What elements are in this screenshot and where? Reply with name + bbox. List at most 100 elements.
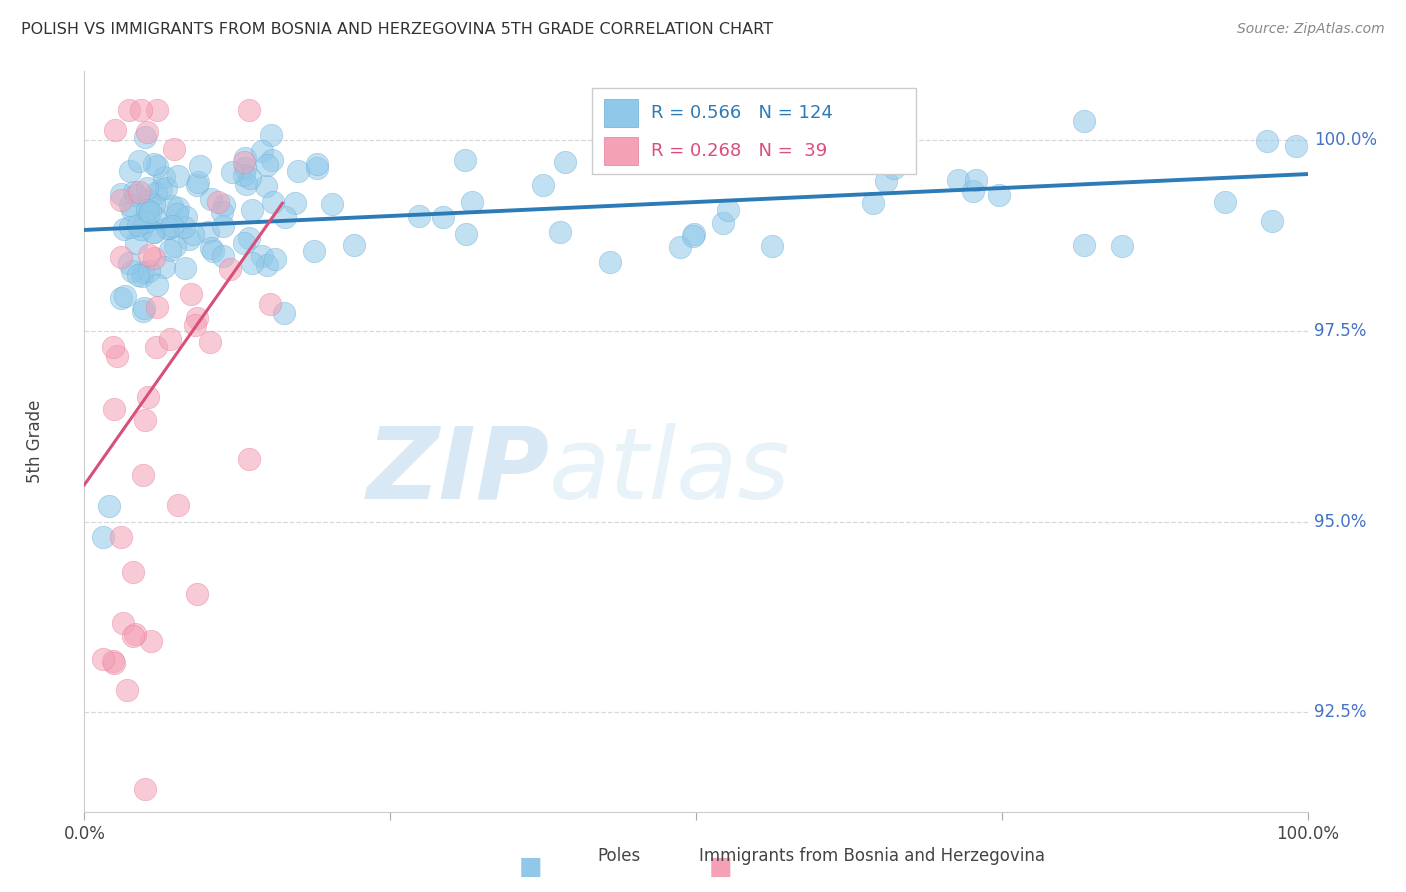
Point <box>122 629 145 643</box>
Point <box>207 194 229 209</box>
Point <box>657 103 679 117</box>
Text: 95.0%: 95.0% <box>1313 513 1367 531</box>
Point <box>91 652 114 666</box>
Point <box>187 175 209 189</box>
Point <box>142 225 165 239</box>
Point <box>962 185 984 199</box>
Point <box>124 627 146 641</box>
Point <box>145 340 167 354</box>
Point <box>221 165 243 179</box>
Point <box>104 123 127 137</box>
Text: Source: ZipAtlas.com: Source: ZipAtlas.com <box>1237 22 1385 37</box>
Point <box>173 219 195 234</box>
Point <box>200 241 222 255</box>
Text: Poles: Poles <box>598 847 640 865</box>
Text: 97.5%: 97.5% <box>1313 322 1367 340</box>
Point <box>173 261 195 276</box>
Point <box>262 194 284 209</box>
Point <box>408 209 430 223</box>
Point <box>110 250 132 264</box>
Point <box>110 194 132 208</box>
Point <box>136 125 159 139</box>
Point <box>862 195 884 210</box>
Point <box>200 334 222 349</box>
Point <box>156 221 179 235</box>
Text: R = 0.566   N = 124: R = 0.566 N = 124 <box>651 103 832 122</box>
Point <box>120 163 142 178</box>
Point <box>461 195 484 210</box>
Point <box>233 155 256 169</box>
Point <box>669 240 692 254</box>
Point <box>111 615 134 630</box>
Point <box>987 188 1010 202</box>
Point <box>174 210 197 224</box>
Point <box>186 586 208 600</box>
Point <box>273 306 295 320</box>
Point <box>139 634 162 648</box>
Point <box>112 222 135 236</box>
Point <box>711 216 734 230</box>
Point <box>134 412 156 426</box>
Point <box>262 153 284 167</box>
Point <box>110 530 132 544</box>
Text: R = 0.268   N =  39: R = 0.268 N = 39 <box>651 142 827 160</box>
Point <box>211 205 233 219</box>
Point <box>131 222 153 236</box>
Point <box>256 158 278 172</box>
Text: atlas: atlas <box>550 423 790 520</box>
Point <box>240 256 263 270</box>
Point <box>946 173 969 187</box>
Point <box>139 205 162 219</box>
Text: 100.0%: 100.0% <box>1313 131 1376 149</box>
Text: POLISH VS IMMIGRANTS FROM BOSNIA AND HERZEGOVINA 5TH GRADE CORRELATION CHART: POLISH VS IMMIGRANTS FROM BOSNIA AND HER… <box>21 22 773 37</box>
Point <box>153 260 176 275</box>
Point <box>122 186 145 200</box>
Point <box>256 258 278 272</box>
Point <box>167 169 190 183</box>
Point <box>155 181 177 195</box>
Point <box>145 186 167 201</box>
Point <box>159 332 181 346</box>
Point <box>160 219 183 233</box>
Point <box>103 401 125 416</box>
Point <box>239 170 262 185</box>
Point <box>875 174 897 188</box>
Point <box>186 178 208 192</box>
Text: Immigrants from Bosnia and Herzegovina: Immigrants from Bosnia and Herzegovina <box>699 847 1045 865</box>
Point <box>138 194 160 208</box>
Point <box>138 390 160 404</box>
Text: ■: ■ <box>709 855 733 880</box>
Point <box>599 255 621 269</box>
Point <box>146 103 169 117</box>
Point <box>181 227 204 241</box>
Point <box>1213 194 1236 209</box>
Point <box>188 159 211 173</box>
Point <box>163 142 186 156</box>
Point <box>186 310 208 325</box>
Text: 92.5%: 92.5% <box>1313 704 1367 722</box>
Point <box>97 500 120 514</box>
Point <box>118 197 141 211</box>
Point <box>118 219 141 234</box>
Point <box>131 269 153 284</box>
Point <box>302 244 325 258</box>
Point <box>159 243 181 257</box>
Point <box>533 178 555 192</box>
Point <box>134 781 156 796</box>
Point <box>180 287 202 301</box>
Point <box>136 207 159 221</box>
Point <box>238 103 260 117</box>
Point <box>121 263 143 277</box>
Point <box>132 304 155 318</box>
Point <box>197 225 219 239</box>
Point <box>103 656 125 670</box>
Point <box>110 187 132 202</box>
Point <box>91 530 114 544</box>
Point <box>883 161 905 176</box>
Point <box>149 181 172 195</box>
Point <box>212 198 235 212</box>
Point <box>184 318 207 332</box>
Point <box>682 227 704 242</box>
Point <box>219 261 242 276</box>
Point <box>105 349 128 363</box>
